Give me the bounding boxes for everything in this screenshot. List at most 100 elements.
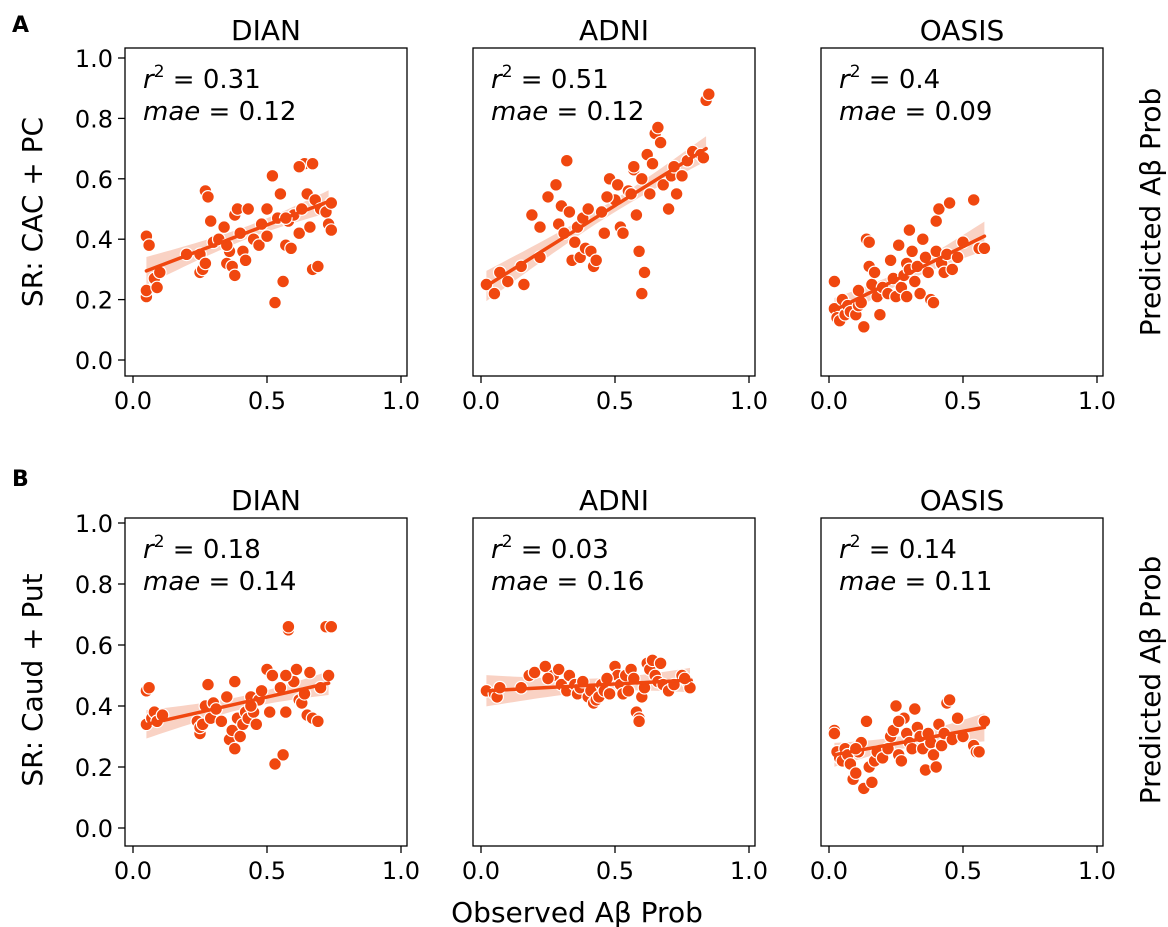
panel-a-oasis-frame	[820, 47, 1104, 377]
panel-a-adni-title: ADNI	[579, 14, 649, 47]
panel-b-dian-point	[278, 705, 293, 719]
panel-a-adni-x-tick-label: 0.5	[596, 387, 634, 415]
panel-a-dian-point	[265, 168, 280, 183]
panel-b-oasis-r2-annotation: r2 = 0.14	[839, 532, 957, 565]
panel-b-oasis-point	[950, 711, 965, 726]
panel-b-dian-point	[268, 757, 282, 771]
panel-b-adni-point	[632, 714, 646, 729]
panel-a-adni-point	[487, 286, 502, 301]
panel-b-dian-x-tick-label: 0.5	[248, 857, 286, 885]
panel-b-dian-fit-line	[144, 681, 331, 727]
panel-a-dian-point	[303, 220, 317, 235]
panel-a-oasis-point	[907, 274, 922, 289]
panel-a-adni-x-tick-label: 0.0	[462, 387, 500, 415]
panel-a-adni-point	[637, 265, 652, 280]
panel-b-oasis-point	[891, 714, 906, 729]
panel-b-adni-mae-annotation: mae = 0.16	[491, 567, 644, 597]
panel-a-oasis-point	[942, 196, 957, 210]
panel-a-adni-point	[597, 226, 612, 241]
panel-a-oasis-point	[977, 241, 992, 256]
panel-a-oasis-point	[932, 202, 946, 216]
panel-b-adni-point	[551, 662, 566, 677]
panel-a-dian-x-tick-label: 1.0	[382, 387, 420, 415]
panel-a-adni-x-tick-label: 1.0	[730, 387, 768, 415]
panel-b-dian-point	[278, 668, 293, 683]
panel-b-oasis-point	[894, 754, 909, 768]
panel-a-oasis-point	[929, 214, 944, 229]
panel-a-dian-point	[292, 226, 307, 241]
panel-a-oasis-point	[902, 223, 917, 238]
panel-b-oasis-point	[827, 726, 842, 741]
panel-b-dian-point	[214, 714, 229, 729]
panel-a-oasis-point	[862, 235, 877, 250]
panel-a-adni-point	[632, 244, 646, 259]
panel-a-adni-mae-annotation: mae = 0.12	[491, 97, 644, 127]
panel-b-dian-mae-annotation: mae = 0.14	[143, 567, 296, 597]
panel-a-dian-point	[311, 259, 325, 274]
panel-a-dian-point	[227, 268, 242, 283]
panel-a-dian: DIAN 0.0 0.5 1.0 0.0 0.2 0.4 0.6 0.8 1.0 r2 = 0.31…	[75, 14, 420, 415]
panel-a-dian-fit-line	[144, 199, 331, 273]
panel-a-dian-point	[150, 280, 165, 295]
panel-b-oasis-mae-annotation: mae = 0.11	[839, 567, 992, 597]
x-axis-label: Observed Aβ Prob	[451, 896, 703, 927]
panel-a-dian-y-tick-label: 0.8	[75, 105, 113, 133]
panel-a-oasis-point	[891, 238, 906, 253]
panel-a-dian-point	[252, 238, 266, 253]
panels: DIAN 0.0 0.5 1.0 0.0 0.2 0.4 0.6 0.8 1.0 r2 = 0.31…	[75, 14, 1116, 885]
panel-a-adni-point	[661, 202, 676, 216]
panel-b-dian-point	[289, 662, 304, 677]
panel-a-dian-point	[203, 214, 218, 229]
panel-a-dian-y-tick-label: 1.0	[75, 45, 113, 73]
panel-a-dian-point	[198, 256, 213, 271]
panel-b-dian-point	[142, 680, 157, 695]
panel-b-oasis-x-tick-label: 1.0	[1078, 857, 1116, 885]
panel-a-oasis-point	[827, 274, 842, 289]
panel-a-dian-title: DIAN	[231, 14, 301, 47]
panel-b-dian-point	[219, 690, 234, 704]
panel-b-dian-point	[233, 729, 248, 744]
panel-b-dian-y-tick-label: 1.0	[75, 510, 113, 538]
panel-b-oasis-x-tick-label: 0.5	[944, 857, 982, 885]
panel-b-dian-x-tick-label: 0.0	[114, 857, 152, 885]
row-letter-b: B	[12, 467, 29, 492]
panel-a-dian-point	[142, 238, 157, 253]
panel-a-dian-point	[260, 229, 274, 244]
panel-a-oasis-x-tick-label: 0.0	[810, 387, 848, 415]
panel-b-oasis-point	[848, 766, 863, 780]
panel-a-adni-point	[642, 186, 657, 201]
panel-a-oasis-x-tick-label: 1.0	[1078, 387, 1116, 415]
panel-b-adni-frame	[472, 517, 756, 847]
panel-a-oasis-point	[966, 192, 981, 207]
panel-a-dian-point	[305, 156, 320, 171]
panel-a-adni-point	[651, 120, 665, 135]
panel-a-oasis-point	[883, 253, 898, 268]
panel-a-adni-point	[653, 135, 668, 150]
panel-a-adni-point	[533, 220, 547, 235]
panel-b-dian-point	[303, 665, 317, 680]
panel-b-dian-point	[254, 683, 269, 698]
panel-a-adni-r2-annotation: r2 = 0.51	[491, 62, 609, 95]
panel-a-oasis-point	[921, 265, 936, 280]
panel-a-adni-point	[634, 286, 649, 301]
panel-a-adni-point	[629, 208, 644, 222]
panel-b-oasis-point	[907, 702, 922, 716]
panel-a-adni-frame	[472, 47, 756, 377]
panel-b-dian-frame	[124, 517, 408, 847]
panel-b-dian-point	[281, 619, 296, 634]
panel-a-adni-point	[656, 177, 671, 192]
panel-a-oasis-mae-annotation: mae = 0.09	[839, 97, 992, 127]
panel-a-dian-point	[273, 186, 288, 201]
panel-a-adni-fit-line	[484, 146, 708, 288]
panel-b-adni-point	[527, 665, 542, 680]
panel-a-adni-point	[626, 159, 641, 174]
panel-a-dian-point	[324, 223, 339, 238]
panel-b-dian-point	[201, 677, 215, 692]
panel-b-oasis-title: OASIS	[920, 484, 1005, 517]
panel-a-oasis-point	[905, 244, 919, 259]
panel-b-adni-x-tick-label: 0.0	[462, 857, 500, 885]
